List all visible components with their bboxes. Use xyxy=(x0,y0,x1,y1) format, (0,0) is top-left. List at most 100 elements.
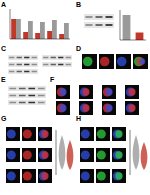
micrograph xyxy=(102,85,116,99)
blot-band xyxy=(38,102,45,104)
micrograph xyxy=(80,127,94,141)
cell xyxy=(128,104,135,111)
micrograph xyxy=(22,148,36,162)
bar xyxy=(59,34,64,39)
micrograph xyxy=(125,101,139,115)
blot-band xyxy=(28,88,35,90)
blot-band xyxy=(96,24,103,26)
cell xyxy=(115,172,122,179)
cell xyxy=(137,58,145,66)
blot-band xyxy=(28,102,35,104)
blot-band xyxy=(38,88,45,90)
blot xyxy=(8,93,46,98)
violin xyxy=(133,135,140,170)
micrograph xyxy=(96,127,110,141)
micrograph xyxy=(6,127,20,141)
blot-band xyxy=(32,64,37,66)
micrograph xyxy=(56,101,70,115)
panel-label: E xyxy=(1,76,6,83)
cell xyxy=(126,88,135,97)
axis-line xyxy=(56,130,57,175)
blot-band xyxy=(32,57,37,59)
micrograph xyxy=(112,169,126,183)
cell xyxy=(7,172,16,181)
blot-band xyxy=(51,64,56,66)
bar xyxy=(123,15,131,40)
cell xyxy=(115,151,122,158)
bar xyxy=(16,19,21,39)
cell xyxy=(103,88,112,97)
blot xyxy=(84,22,114,28)
blot-band xyxy=(28,95,35,97)
blot-band xyxy=(9,57,14,59)
cell xyxy=(59,88,66,95)
blot-band xyxy=(38,95,45,97)
micrograph xyxy=(112,148,126,162)
blot-band xyxy=(9,95,16,97)
blot xyxy=(8,55,38,60)
cell xyxy=(113,172,122,181)
cell xyxy=(80,88,89,97)
blot-band xyxy=(24,57,29,59)
blot-band xyxy=(66,57,71,59)
bar xyxy=(23,32,28,39)
cell xyxy=(82,88,89,95)
cell xyxy=(23,151,32,160)
blot-band xyxy=(9,64,14,66)
micrograph xyxy=(99,54,114,69)
cell xyxy=(59,104,66,111)
bar xyxy=(40,22,45,39)
bar xyxy=(64,23,69,39)
cell xyxy=(113,151,122,160)
blot-band xyxy=(43,57,48,59)
blot-band xyxy=(24,71,29,73)
blot-band xyxy=(51,57,56,59)
micrograph xyxy=(82,54,97,69)
blot-band xyxy=(17,57,22,59)
cell xyxy=(7,130,16,139)
cell xyxy=(113,130,122,139)
panel-label: C xyxy=(1,45,6,52)
micrograph xyxy=(38,148,52,162)
blot-band xyxy=(17,71,22,73)
micrograph xyxy=(56,85,70,99)
blot-band xyxy=(32,71,37,73)
bar xyxy=(35,33,40,39)
y-axis xyxy=(120,10,121,40)
cell xyxy=(82,104,89,111)
blot-band xyxy=(106,16,113,18)
cell xyxy=(81,151,90,160)
blot xyxy=(42,62,72,67)
cell xyxy=(117,57,127,67)
micrograph xyxy=(102,101,116,115)
micrograph xyxy=(79,101,93,115)
micrograph xyxy=(38,169,52,183)
cell xyxy=(115,130,122,137)
blot xyxy=(84,14,114,20)
cell xyxy=(41,130,48,137)
panel-label: B xyxy=(76,1,81,8)
cell xyxy=(81,130,90,139)
cell xyxy=(83,57,93,67)
panel-label: D xyxy=(76,45,81,52)
panel-label: A xyxy=(1,1,6,8)
cell xyxy=(105,88,112,95)
micrograph xyxy=(79,85,93,99)
cell xyxy=(97,172,106,181)
blot-band xyxy=(66,64,71,66)
blot-band xyxy=(19,95,26,97)
cell xyxy=(80,104,89,113)
blot xyxy=(8,100,46,105)
cell xyxy=(41,172,48,179)
cell xyxy=(23,130,32,139)
blot-band xyxy=(58,64,63,66)
cell xyxy=(128,88,135,95)
micrograph xyxy=(116,54,131,69)
blot-band xyxy=(9,102,16,104)
blot-band xyxy=(96,16,103,18)
micrograph xyxy=(6,169,20,183)
violin xyxy=(67,140,74,170)
blot-band xyxy=(43,64,48,66)
micrograph xyxy=(133,54,148,69)
blot xyxy=(42,55,72,60)
